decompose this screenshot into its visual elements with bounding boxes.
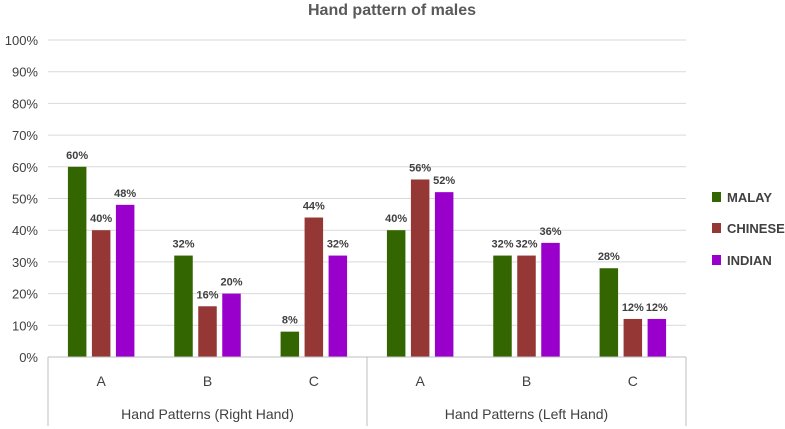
x-group-label: Hand Patterns (Right Hand) (121, 406, 294, 422)
bars (67, 166, 667, 357)
bar-malay (493, 255, 512, 357)
y-tick-label: 0% (19, 350, 38, 365)
x-tick-label: C (309, 373, 319, 389)
data-label: 12% (622, 302, 644, 314)
data-label: 32% (515, 239, 537, 251)
data-labels: 60%40%48%32%16%20%8%44%32%40%56%52%32% 32… (66, 150, 668, 327)
y-tick-label: 20% (12, 287, 38, 302)
bar-indian (647, 318, 667, 357)
bar-chinese (517, 255, 536, 357)
y-tick-label: 30% (12, 255, 38, 270)
x-group-label: Hand Patterns (Left Hand) (445, 406, 608, 422)
data-label: 56% (409, 162, 431, 174)
x-tick-label: C (628, 373, 638, 389)
legend-label: INDIAN (727, 253, 772, 268)
bar-malay (174, 255, 193, 357)
y-tick-label: 100% (5, 33, 39, 48)
bar-chinese (410, 179, 430, 357)
data-label: 36% (539, 226, 561, 238)
data-label: 12% (646, 302, 668, 314)
data-label: 48% (114, 188, 136, 200)
bar-chinese (198, 306, 217, 357)
y-tick-label: 40% (12, 223, 38, 238)
data-label: 32% (172, 239, 194, 251)
data-label: 52% (433, 175, 455, 187)
bar-indian (222, 293, 241, 357)
legend: MALAY CHINESE INDIAN (712, 190, 785, 268)
y-tick-label: 70% (12, 128, 38, 143)
y-axis-ticks: 0% 10% 20% 30% 40% 50% 60% 70% 80% 90% 100% (5, 33, 39, 365)
bar-indian (115, 204, 135, 357)
data-label: 44% (303, 201, 325, 213)
x-tick-label: B (203, 373, 212, 389)
legend-label: CHINESE (727, 221, 785, 236)
data-label: 32% (327, 239, 349, 251)
legend-swatch (712, 192, 721, 202)
bar-indian (328, 255, 348, 357)
data-label: 28% (598, 251, 620, 263)
bar-indian (541, 242, 560, 357)
y-tick-label: 60% (12, 160, 38, 175)
bar-malay (599, 268, 619, 357)
data-label: 16% (196, 289, 218, 301)
bar-malay (386, 230, 406, 357)
bar-chinese (623, 318, 643, 357)
data-label: 60% (66, 150, 88, 162)
y-tick-label: 50% (12, 192, 38, 207)
data-label: 40% (90, 213, 112, 225)
bar-malay (67, 166, 87, 357)
data-label: 40% (385, 213, 407, 225)
x-axis: A B C A B C Hand Patterns (Right Hand) Hand Pat… (47, 356, 687, 426)
y-tick-label: 10% (12, 318, 38, 333)
chart-title: Hand pattern of males (308, 2, 476, 19)
legend-swatch (712, 255, 721, 265)
legend-label: MALAY (727, 190, 772, 205)
legend-swatch (712, 223, 721, 233)
x-tick-label: A (96, 373, 106, 389)
bar-chinese (91, 230, 111, 357)
bar-indian (434, 192, 454, 357)
x-tick-label: A (415, 373, 425, 389)
data-label: 32% (491, 239, 513, 251)
y-tick-label: 80% (12, 96, 38, 111)
bar-malay (280, 331, 300, 357)
data-label: 8% (282, 315, 298, 327)
bar-chinese (304, 217, 324, 357)
data-label: 20% (220, 277, 242, 289)
gridlines (48, 39, 686, 358)
x-tick-label: B (522, 373, 531, 389)
y-tick-label: 90% (12, 65, 38, 80)
